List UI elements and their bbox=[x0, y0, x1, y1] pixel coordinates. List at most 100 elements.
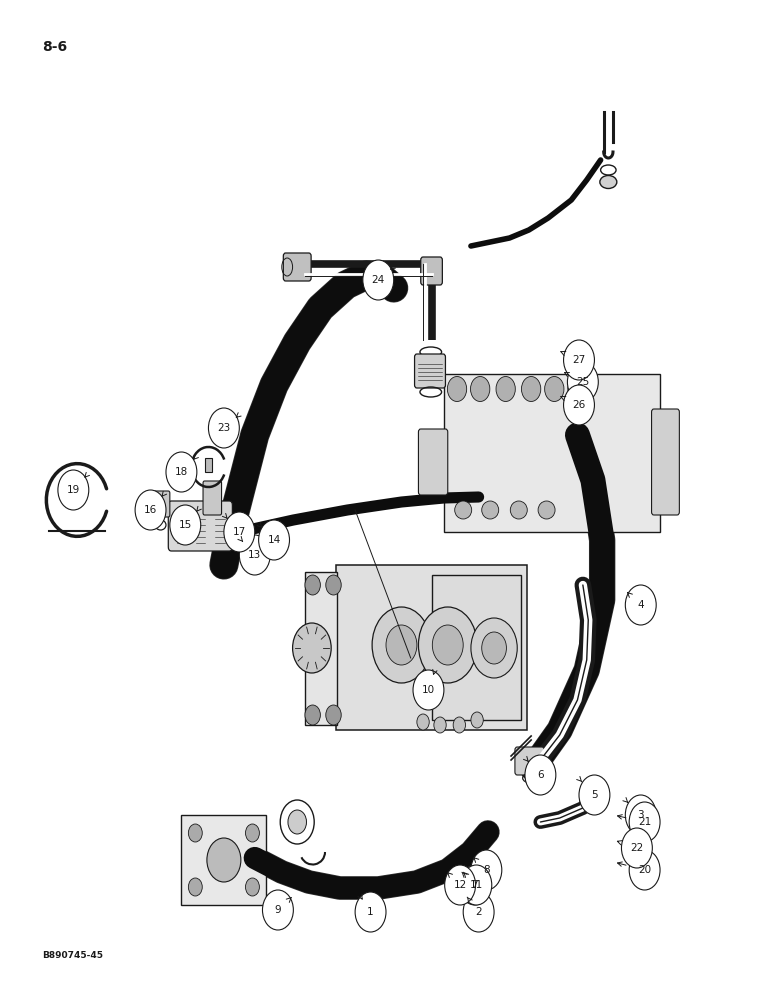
Circle shape bbox=[417, 714, 429, 730]
Circle shape bbox=[305, 705, 320, 725]
Circle shape bbox=[453, 717, 466, 733]
Circle shape bbox=[262, 890, 293, 930]
Text: 10: 10 bbox=[422, 685, 435, 695]
FancyBboxPatch shape bbox=[444, 374, 660, 532]
Text: 24: 24 bbox=[371, 275, 385, 285]
Text: 20: 20 bbox=[638, 865, 652, 875]
FancyBboxPatch shape bbox=[418, 429, 448, 495]
FancyBboxPatch shape bbox=[153, 491, 170, 517]
Circle shape bbox=[293, 623, 331, 673]
Text: 17: 17 bbox=[232, 527, 246, 537]
Circle shape bbox=[239, 535, 270, 575]
Circle shape bbox=[363, 260, 394, 300]
Text: 15: 15 bbox=[178, 520, 192, 530]
Circle shape bbox=[58, 470, 89, 510]
Circle shape bbox=[579, 775, 610, 815]
Text: 19: 19 bbox=[66, 485, 80, 495]
Circle shape bbox=[188, 878, 202, 896]
Circle shape bbox=[625, 795, 656, 835]
Text: 8: 8 bbox=[483, 865, 489, 875]
FancyBboxPatch shape bbox=[205, 458, 212, 472]
Circle shape bbox=[461, 865, 492, 905]
Circle shape bbox=[208, 408, 239, 448]
Circle shape bbox=[629, 802, 660, 842]
Text: 1: 1 bbox=[367, 907, 374, 917]
Text: 26: 26 bbox=[572, 400, 586, 410]
FancyBboxPatch shape bbox=[283, 253, 311, 281]
Ellipse shape bbox=[510, 501, 527, 519]
Text: 2: 2 bbox=[476, 907, 482, 917]
Circle shape bbox=[259, 520, 290, 560]
Circle shape bbox=[432, 625, 463, 665]
Circle shape bbox=[372, 607, 431, 683]
Circle shape bbox=[135, 490, 166, 530]
FancyBboxPatch shape bbox=[168, 501, 232, 551]
Text: 9: 9 bbox=[275, 905, 281, 915]
Circle shape bbox=[459, 865, 490, 905]
Circle shape bbox=[564, 340, 594, 380]
Ellipse shape bbox=[600, 176, 617, 188]
Text: 21: 21 bbox=[638, 817, 652, 827]
Circle shape bbox=[188, 824, 202, 842]
Circle shape bbox=[471, 712, 483, 728]
Circle shape bbox=[170, 505, 201, 545]
Text: 8-6: 8-6 bbox=[42, 40, 68, 54]
Circle shape bbox=[567, 362, 598, 402]
Circle shape bbox=[305, 575, 320, 595]
Circle shape bbox=[471, 618, 517, 678]
Ellipse shape bbox=[538, 501, 555, 519]
Text: 11: 11 bbox=[469, 880, 483, 890]
Text: 25: 25 bbox=[576, 377, 590, 387]
Circle shape bbox=[525, 755, 556, 795]
Text: 5: 5 bbox=[591, 790, 598, 800]
Circle shape bbox=[245, 824, 259, 842]
Text: 7: 7 bbox=[472, 880, 478, 890]
Circle shape bbox=[207, 838, 241, 882]
Circle shape bbox=[463, 892, 494, 932]
Text: 6: 6 bbox=[537, 770, 543, 780]
Text: 4: 4 bbox=[638, 600, 644, 610]
Ellipse shape bbox=[482, 501, 499, 519]
Circle shape bbox=[245, 878, 259, 896]
Circle shape bbox=[629, 850, 660, 890]
Text: 27: 27 bbox=[572, 355, 586, 365]
Ellipse shape bbox=[496, 376, 516, 401]
Circle shape bbox=[621, 828, 652, 868]
FancyBboxPatch shape bbox=[305, 572, 337, 725]
Text: 18: 18 bbox=[174, 467, 188, 477]
FancyBboxPatch shape bbox=[181, 815, 266, 905]
Text: 14: 14 bbox=[267, 535, 281, 545]
Text: 22: 22 bbox=[630, 843, 644, 853]
Text: 12: 12 bbox=[453, 880, 467, 890]
Ellipse shape bbox=[470, 376, 489, 401]
Circle shape bbox=[418, 607, 477, 683]
FancyBboxPatch shape bbox=[432, 575, 521, 720]
FancyBboxPatch shape bbox=[515, 747, 544, 775]
Text: 13: 13 bbox=[248, 550, 262, 560]
Ellipse shape bbox=[545, 376, 564, 401]
Circle shape bbox=[564, 385, 594, 425]
Circle shape bbox=[434, 717, 446, 733]
Ellipse shape bbox=[567, 376, 587, 401]
Circle shape bbox=[413, 670, 444, 710]
Circle shape bbox=[224, 512, 255, 552]
Text: 16: 16 bbox=[144, 505, 157, 515]
Circle shape bbox=[445, 865, 476, 905]
Text: B890745-45: B890745-45 bbox=[42, 951, 103, 960]
FancyBboxPatch shape bbox=[415, 354, 445, 388]
Ellipse shape bbox=[521, 376, 540, 401]
Circle shape bbox=[625, 585, 656, 625]
FancyBboxPatch shape bbox=[336, 565, 527, 730]
FancyBboxPatch shape bbox=[652, 409, 679, 515]
Circle shape bbox=[288, 810, 306, 834]
Ellipse shape bbox=[455, 501, 472, 519]
FancyBboxPatch shape bbox=[203, 481, 222, 515]
Circle shape bbox=[471, 850, 502, 890]
Circle shape bbox=[166, 452, 197, 492]
Text: 3: 3 bbox=[638, 810, 644, 820]
Circle shape bbox=[386, 625, 417, 665]
Circle shape bbox=[326, 575, 341, 595]
Circle shape bbox=[355, 892, 386, 932]
FancyBboxPatch shape bbox=[421, 257, 442, 285]
Text: 23: 23 bbox=[217, 423, 231, 433]
